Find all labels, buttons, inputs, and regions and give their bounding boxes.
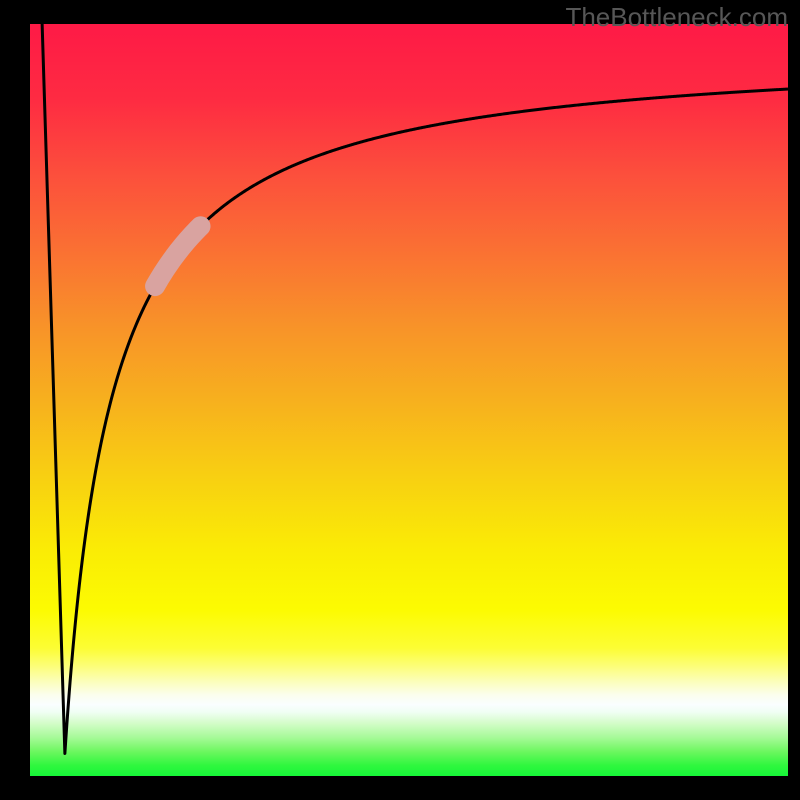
watermark-text: TheBottleneck.com	[565, 2, 788, 33]
bottleneck-chart	[0, 0, 800, 800]
chart-container: TheBottleneck.com	[0, 0, 800, 800]
plot-area-gradient	[30, 24, 788, 776]
